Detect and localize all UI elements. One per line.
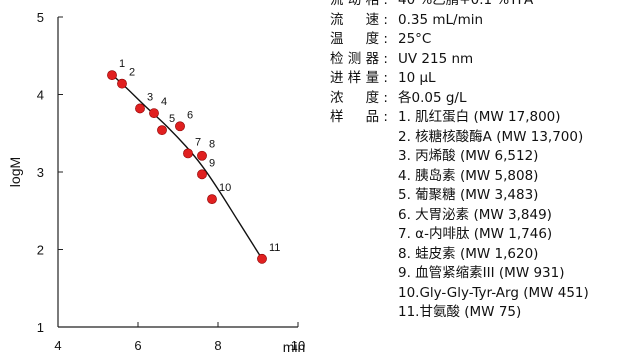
calibration-curve bbox=[109, 72, 263, 260]
condition-label: 流 速: bbox=[330, 11, 388, 28]
chromatography-conditions: 流动相: 40 %乙腈+0.1 %TFA 流 速: 0.35 mL/min 温 度: 25… bbox=[330, 0, 619, 323]
condition-value: 25°C bbox=[398, 31, 432, 47]
y-tick-label: 2 bbox=[37, 243, 44, 258]
sample-item: 8. 蛙皮素 (MW 1,620) bbox=[398, 245, 539, 262]
condition-value: 40 %乙腈+0.1 %TFA bbox=[398, 0, 534, 8]
condition-value: 10 μL bbox=[398, 70, 436, 86]
y-axis-title: logM bbox=[7, 157, 23, 187]
data-point-2 bbox=[117, 78, 127, 89]
x-tick-label: 10 bbox=[291, 338, 305, 352]
data-point-3 bbox=[135, 103, 145, 114]
condition-label: 进样量: bbox=[330, 70, 388, 86]
data-point-4 bbox=[149, 108, 159, 118]
condition-value: 0.35 mL/min bbox=[398, 11, 484, 28]
point-label-7: 7 bbox=[195, 136, 201, 148]
condition-label: 流动相: bbox=[330, 0, 388, 8]
sample-item: 4. 胰岛素 (MW 5,808) bbox=[398, 167, 539, 184]
condition-label: 浓 度: bbox=[330, 89, 388, 106]
data-point-1 bbox=[107, 70, 117, 81]
data-point-10 bbox=[207, 194, 217, 205]
sample-item: 3. 丙烯酸 (MW 6,512) bbox=[398, 148, 539, 164]
point-label-8: 8 bbox=[209, 139, 215, 151]
sample-item: 2. 核糖核酸酶A (MW 13,700) bbox=[398, 128, 584, 145]
point-label-11: 11 bbox=[269, 242, 280, 254]
point-label-3: 3 bbox=[147, 91, 153, 103]
condition-label: 检测器: bbox=[330, 50, 388, 67]
condition-row: 检测器: UV 215 nm bbox=[330, 50, 619, 70]
x-axis-title: min bbox=[283, 339, 306, 352]
condition-row: 进样量: 10 μL bbox=[330, 69, 619, 89]
point-label-4: 4 bbox=[161, 96, 167, 108]
sample-item: 9. 血管紧缩素III (MW 931) bbox=[398, 265, 565, 281]
sample-item: 10.Gly-Gly-Tyr-Arg (MW 451) bbox=[398, 284, 589, 301]
data-point-11 bbox=[257, 253, 267, 264]
point-label-5: 5 bbox=[169, 113, 175, 125]
condition-value: UV 215 nm bbox=[398, 50, 474, 67]
condition-label: 温 度: bbox=[330, 31, 388, 47]
condition-row: 流 速: 0.35 mL/min bbox=[330, 11, 619, 31]
x-tick-label: 8 bbox=[214, 338, 221, 352]
condition-row: 浓 度: 各0.05 g/L bbox=[330, 89, 619, 109]
data-point-6 bbox=[175, 121, 185, 132]
data-point-9 bbox=[197, 169, 207, 180]
condition-row: 流动相: 40 %乙腈+0.1 %TFA bbox=[330, 0, 619, 11]
sample-item: 7. α-内啡肽 (MW 1,746) bbox=[398, 226, 553, 242]
y-tick-label: 1 bbox=[37, 320, 44, 335]
sample-item: 5. 葡聚糖 (MW 3,483) bbox=[398, 187, 539, 203]
point-label-6: 6 bbox=[187, 109, 193, 121]
sample-item: 6. 大胃泌素 (MW 3,849) bbox=[398, 206, 552, 223]
x-tick-label: 4 bbox=[54, 338, 61, 352]
point-label-2: 2 bbox=[129, 67, 135, 79]
point-label-10: 10 bbox=[219, 182, 231, 194]
y-tick-label: 3 bbox=[37, 165, 44, 180]
point-label-1: 1 bbox=[119, 58, 125, 70]
samples-row: 样 品: 1. 肌红蛋白 (MW 17,800) bbox=[330, 108, 619, 128]
sample-first: 1. 肌红蛋白 (MW 17,800) bbox=[398, 109, 561, 125]
data-point-7 bbox=[183, 148, 193, 159]
sample-list: 2. 核糖核酸酶A (MW 13,700) 3. 丙烯酸 (MW 6,512) 4.… bbox=[330, 128, 619, 323]
condition-row: 温 度: 25°C bbox=[330, 30, 619, 50]
condition-value: 各0.05 g/L bbox=[398, 89, 467, 106]
data-point-8 bbox=[197, 150, 207, 161]
sample-item: 11.甘氨酸 (MW 75) bbox=[398, 304, 522, 320]
data-point-5 bbox=[157, 125, 167, 136]
x-tick-label: 6 bbox=[134, 338, 141, 352]
samples-label: 样 品: bbox=[330, 109, 388, 125]
y-tick-label: 5 bbox=[37, 10, 44, 25]
y-tick-label: 4 bbox=[37, 88, 44, 103]
point-label-9: 9 bbox=[209, 157, 215, 169]
